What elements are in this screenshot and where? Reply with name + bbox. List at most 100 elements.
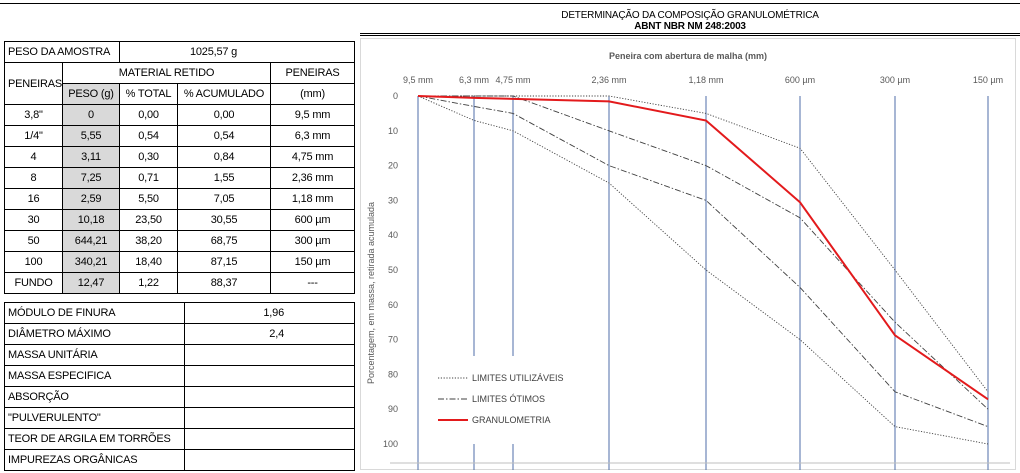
property-value <box>184 386 355 408</box>
mm-cell: 6,3 mm <box>270 125 356 147</box>
header-acumulado: % ACUMULADO <box>177 83 272 105</box>
total-cell: 0,00 <box>119 104 179 126</box>
x-tick-label: 2,36 mm <box>591 75 626 85</box>
chart-title: Peneira com abertura de malha (mm) <box>609 51 767 61</box>
total-cell: 0,71 <box>119 167 179 189</box>
acumulado-cell: 68,75 <box>177 230 272 252</box>
peso-cell: 10,18 <box>61 209 121 231</box>
x-tick-label: 4,75 mm <box>495 75 530 85</box>
table-row: 30 10,18 23,50 30,55 600 µm <box>4 209 356 231</box>
y-tick-label: 50 <box>388 265 398 275</box>
legend-label: GRANULOMETRIA <box>472 415 551 425</box>
x-tick-label: 6,3 mm <box>459 75 489 85</box>
granulometry-chart: Peneira com abertura de malha (mm) Porce… <box>360 38 1016 470</box>
table-header-row-2: PESO (g) % TOTAL % ACUMULADO (mm) <box>5 83 356 105</box>
sample-weight-label: PESO DA AMOSTRA <box>3 41 121 63</box>
table-header-row-1: PENEIRAS MATERIAL RETIDO PENEIRAS <box>4 62 356 105</box>
property-label: DIÂMETRO MÁXIMO <box>4 323 185 345</box>
header-material-retido: MATERIAL RETIDO <box>61 62 272 84</box>
header-peneiras: PENEIRAS <box>4 62 63 105</box>
peso-cell: 12,47 <box>61 272 121 294</box>
mm-cell: 4,75 mm <box>270 146 356 168</box>
property-row: DIÂMETRO MÁXIMO 2,4 <box>4 323 355 345</box>
property-label: MÓDULO DE FINURA <box>4 302 185 324</box>
table-row: 50 644,21 38,20 68,75 300 µm <box>4 230 356 252</box>
series-line-granulometria <box>417 95 989 401</box>
property-row: IMPUREZAS ORGÂNICAS <box>4 449 355 471</box>
legend-label: LIMITES UTILIZÁVEIS <box>472 373 564 383</box>
y-tick-label: 0 <box>393 91 398 101</box>
y-tick-label: 100 <box>383 439 398 449</box>
property-label: IMPUREZAS ORGÂNICAS <box>4 449 185 471</box>
x-tick-label: 150 µm <box>973 75 1003 85</box>
peso-cell: 0 <box>61 104 121 126</box>
sample-weight-value: 1025,57 g <box>119 41 356 63</box>
mm-cell: 2,36 mm <box>270 167 356 189</box>
property-row: "PULVERULENTO" <box>4 407 355 429</box>
property-row: MÓDULO DE FINURA 1,96 <box>4 302 355 324</box>
acumulado-cell: 0,00 <box>177 104 272 126</box>
mm-cell: --- <box>270 272 356 294</box>
mm-cell: 300 µm <box>270 230 356 252</box>
acumulado-cell: 87,15 <box>177 251 272 273</box>
property-row: ABSORÇÃO <box>4 386 355 408</box>
property-row: TEOR DE ARGILA EM TORRÕES <box>4 428 355 450</box>
sieve-cell: 16 <box>4 188 63 210</box>
page-subtitle: ABNT NBR NM 248:2003 <box>634 21 746 32</box>
property-label: TEOR DE ARGILA EM TORRÕES <box>4 428 185 450</box>
table-row: 3,8" 0 0,00 0,00 9,5 mm <box>4 104 356 126</box>
sieve-cell: 3,8" <box>4 104 63 126</box>
sieve-cell: 1/4" <box>4 125 63 147</box>
granulometry-table: PESO DA AMOSTRA 1025,57 g PENEIRAS MATER… <box>3 41 356 294</box>
y-tick-label: 20 <box>388 161 398 171</box>
property-value <box>184 365 355 387</box>
table-row: 100 340,21 18,40 87,15 150 µm <box>4 251 356 273</box>
sieve-cell: FUNDO <box>4 272 63 294</box>
header-mm: (mm) <box>270 83 356 105</box>
acumulado-cell: 30,55 <box>177 209 272 231</box>
sample-weight-row: PESO DA AMOSTRA 1025,57 g <box>3 41 356 63</box>
property-value <box>184 428 355 450</box>
y-tick-label: 80 <box>388 369 398 379</box>
sieve-cell: 4 <box>4 146 63 168</box>
mm-cell: 600 µm <box>270 209 356 231</box>
header-rule-bottom <box>360 33 1020 36</box>
acumulado-cell: 0,54 <box>177 125 272 147</box>
peso-cell: 340,21 <box>61 251 121 273</box>
header-peneiras-right: PENEIRAS <box>270 62 356 84</box>
page-title: DETERMINAÇÃO DA COMPOSIÇÃO GRANULOMÉTRIC… <box>561 10 819 21</box>
sieve-cell: 30 <box>4 209 63 231</box>
property-value: 1,96 <box>184 302 355 324</box>
y-tick-label: 70 <box>388 335 398 345</box>
y-tick-label: 30 <box>388 195 398 205</box>
y-tick-label: 90 <box>388 404 398 414</box>
total-cell: 1,22 <box>119 272 179 294</box>
property-label: MASSA UNITÁRIA <box>4 344 185 366</box>
total-cell: 23,50 <box>119 209 179 231</box>
peso-cell: 644,21 <box>61 230 121 252</box>
header-peso: PESO (g) <box>61 83 121 105</box>
property-label: MASSA ESPECIFICA <box>4 365 185 387</box>
sieve-cell: 100 <box>4 251 63 273</box>
mm-cell: 1,18 mm <box>270 188 356 210</box>
x-tick-label: 1,18 mm <box>688 75 723 85</box>
sieve-cell: 50 <box>4 230 63 252</box>
x-tick-label: 300 µm <box>880 75 910 85</box>
property-label: ABSORÇÃO <box>4 386 185 408</box>
total-cell: 5,50 <box>119 188 179 210</box>
total-cell: 38,20 <box>119 230 179 252</box>
x-tick-label: 600 µm <box>785 75 815 85</box>
property-label: "PULVERULENTO" <box>4 407 185 429</box>
x-tick-label: 9,5 mm <box>403 75 433 85</box>
peso-cell: 5,55 <box>61 125 121 147</box>
mm-cell: 9,5 mm <box>270 104 356 126</box>
total-cell: 0,54 <box>119 125 179 147</box>
property-row: MASSA UNITÁRIA <box>4 344 355 366</box>
y-tick-label: 10 <box>388 126 398 136</box>
total-cell: 18,40 <box>119 251 179 273</box>
sieve-cell: 8 <box>4 167 63 189</box>
property-row: MASSA ESPECIFICA <box>4 365 355 387</box>
peso-cell: 7,25 <box>61 167 121 189</box>
series-line-limites-utiliz-veis <box>417 95 989 445</box>
y-tick-label: 40 <box>388 230 398 240</box>
